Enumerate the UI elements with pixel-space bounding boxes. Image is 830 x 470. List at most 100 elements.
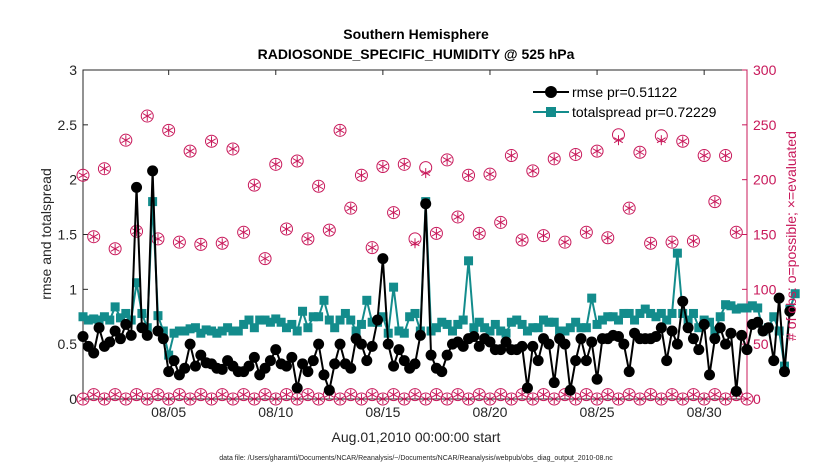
totalspread-point <box>244 315 254 325</box>
totalspread-point <box>389 282 399 292</box>
obs-evaluated-marker <box>463 394 474 404</box>
obs-evaluated-marker <box>721 150 731 161</box>
obs-possible-marker <box>644 236 658 250</box>
totalspread-point <box>544 317 554 327</box>
rmse-point <box>388 360 400 372</box>
rmse-point <box>468 330 480 342</box>
obs-evaluated-marker <box>667 237 677 248</box>
rmse-point <box>441 349 453 361</box>
rmse-point <box>120 318 132 330</box>
obs-possible-marker <box>558 235 572 249</box>
obs-evaluated-stroke <box>635 396 645 402</box>
obs-evaluated-stroke <box>528 167 538 174</box>
obs-evaluated-stroke <box>185 396 195 402</box>
totalspread-point <box>356 319 366 329</box>
obs-evaluated-stroke <box>131 228 142 235</box>
obs-evaluated-stroke <box>431 391 441 398</box>
totalspread-point <box>688 308 698 318</box>
rmse-point <box>586 336 598 348</box>
totalspread-point <box>223 323 233 333</box>
x-tick-label: 08/25 <box>580 404 615 420</box>
totalspread-point <box>672 248 682 258</box>
obs-evaluated-marker <box>185 394 195 404</box>
obs-evaluated-stroke <box>78 172 88 179</box>
legend-rmse-marker <box>545 86 557 98</box>
obs-possible-marker <box>537 229 551 243</box>
totalspread-point <box>560 326 570 336</box>
obs-evaluated-marker <box>206 136 217 147</box>
rmse-point <box>666 325 678 337</box>
obs-evaluated-stroke <box>389 391 399 398</box>
totalspread-point <box>217 326 227 336</box>
totalspread-point <box>99 312 109 322</box>
obs-evaluated-stroke <box>624 205 634 212</box>
obs-evaluated-stroke <box>142 396 152 402</box>
rmse-point <box>725 327 737 339</box>
y2-tick-label: 100 <box>753 281 777 297</box>
obs-evaluated-stroke <box>121 396 131 402</box>
y-tick-label: 3 <box>69 62 77 78</box>
obs-evaluated-marker <box>603 232 613 243</box>
rmse-point <box>136 322 148 334</box>
rmse-point <box>687 333 699 345</box>
obs-possible-marker <box>162 123 176 137</box>
totalspread-point <box>774 326 784 336</box>
obs-evaluated-stroke <box>121 137 131 144</box>
obs-evaluated-marker <box>121 135 131 146</box>
obs-evaluated-stroke <box>335 127 345 134</box>
obs-evaluated-marker <box>335 394 345 404</box>
obs-evaluated-marker <box>453 211 463 222</box>
obs-evaluated-stroke <box>89 391 99 398</box>
obs-possible-marker <box>312 179 326 193</box>
obs-evaluated-marker <box>239 227 249 238</box>
obs-evaluated-marker <box>131 226 142 237</box>
obs-evaluated-marker <box>646 238 656 249</box>
rmse-series <box>77 165 796 397</box>
obs-evaluated-marker <box>196 239 206 250</box>
totalspread-point <box>469 323 479 333</box>
totalspread-point <box>367 317 377 327</box>
obs-evaluated-stroke <box>667 391 677 398</box>
obs-evaluated-marker <box>656 135 666 146</box>
totalspread-point <box>233 326 243 336</box>
obs-possible-marker <box>344 201 358 215</box>
obs-possible-marker <box>354 168 368 182</box>
totalspread-point <box>726 301 736 311</box>
obs-evaluated-marker <box>549 394 559 404</box>
totalspread-point <box>790 289 800 299</box>
rmse-point <box>382 338 394 350</box>
totalspread-point <box>442 319 452 329</box>
obs-evaluated-marker <box>731 227 741 238</box>
totalspread-point <box>324 315 334 325</box>
obs-evaluated-marker <box>281 224 292 235</box>
rmse-point <box>366 340 378 352</box>
obs-evaluated-marker <box>303 233 313 244</box>
rmse-point <box>671 338 683 350</box>
obs-possible-marker <box>590 144 604 158</box>
rmse-point <box>709 333 721 345</box>
totalspread-point <box>533 323 543 333</box>
rmse-point <box>157 333 169 345</box>
obs-evaluated-stroke <box>153 391 163 398</box>
totalspread-point <box>587 293 597 303</box>
totalspread-point <box>742 303 752 313</box>
rmse-point <box>762 322 774 334</box>
totalspread-point <box>308 312 318 322</box>
rmse-point <box>473 340 485 352</box>
totalspread-point <box>683 315 693 325</box>
rmse-point <box>436 366 448 378</box>
rmse-point <box>372 314 384 326</box>
totalspread-point <box>121 308 131 318</box>
rmse-point <box>778 366 790 378</box>
obs-evaluated-stroke <box>571 396 581 402</box>
obs-evaluated-marker <box>485 169 495 180</box>
obs-evaluated-marker <box>206 394 217 404</box>
obs-possible-marker <box>140 109 154 123</box>
obs-possible-marker <box>301 232 315 246</box>
totalspread-point <box>705 317 715 327</box>
totalspread-point <box>458 315 468 325</box>
y-tick-label: 1 <box>69 281 77 297</box>
rmse-point <box>286 351 298 363</box>
obs-possible-marker <box>183 144 197 158</box>
obs-possible-marker <box>697 149 711 163</box>
